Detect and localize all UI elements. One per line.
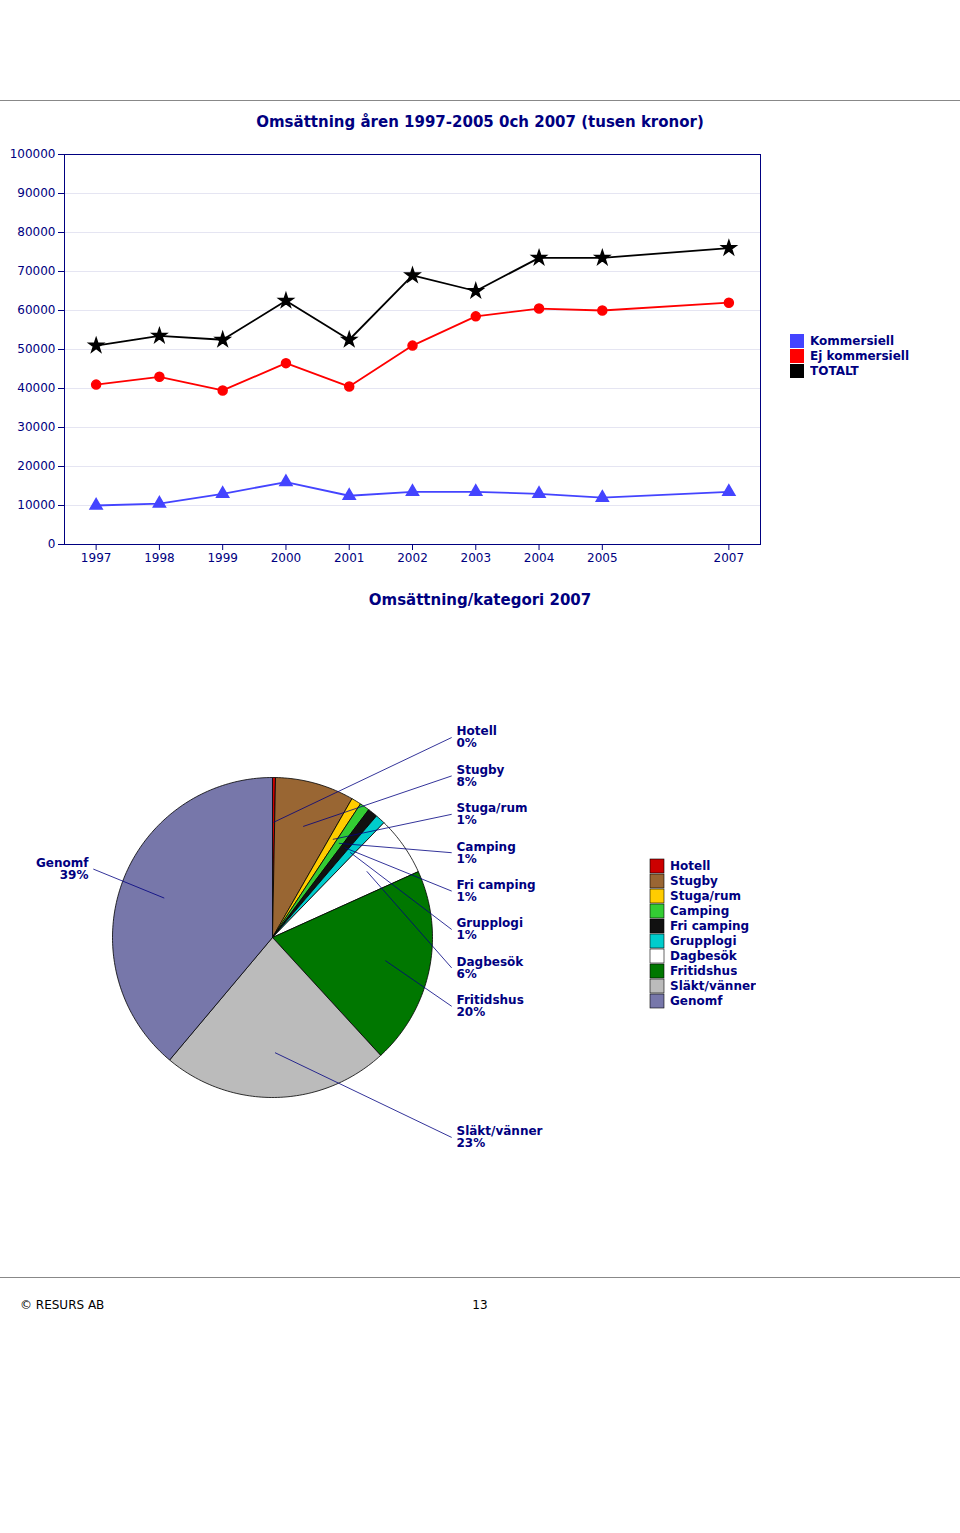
- svg-text:1999: 1999: [207, 551, 238, 565]
- svg-text:Släkt/vänner23%: Släkt/vänner23%: [457, 1124, 543, 1150]
- html-text:Dagbesök: Dagbesök: [670, 949, 737, 963]
- svg-text:80000: 80000: [17, 225, 55, 239]
- html-text:TOTALT: TOTALT: [810, 363, 859, 378]
- svg-text:Genomf39%: Genomf39%: [36, 856, 89, 882]
- svg-text:2001: 2001: [334, 551, 365, 565]
- html-text:Grupplogi: Grupplogi: [670, 934, 737, 948]
- svg-text:Camping1%: Camping1%: [457, 840, 516, 866]
- svg-text:2005: 2005: [587, 551, 618, 565]
- svg-text:50000: 50000: [17, 342, 55, 356]
- html-text:Stugby: Stugby: [670, 874, 718, 888]
- svg-text:2000: 2000: [271, 551, 302, 565]
- svg-text:70000: 70000: [17, 264, 55, 278]
- html-text:Släkt/vänner: Släkt/vänner: [670, 979, 756, 993]
- svg-text:2002: 2002: [397, 551, 428, 565]
- svg-text:0: 0: [48, 537, 56, 551]
- svg-text:30000: 30000: [17, 420, 55, 434]
- html-text:13: 13: [472, 1298, 488, 1312]
- svg-text:Dagbesök6%: Dagbesök6%: [457, 955, 525, 981]
- svg-text:Fri camping1%: Fri camping1%: [457, 878, 536, 904]
- svg-text:10000: 10000: [17, 498, 55, 512]
- svg-text:2007: 2007: [714, 551, 745, 565]
- html-text:Omsättning/kategori 2007: Omsättning/kategori 2007: [368, 591, 592, 609]
- svg-text:Stugby8%: Stugby8%: [457, 763, 505, 789]
- svg-text:2003: 2003: [460, 551, 491, 565]
- svg-text:Stuga/rum1%: Stuga/rum1%: [457, 801, 528, 827]
- html-text:Hotell: Hotell: [670, 859, 711, 873]
- html-text:Fritidshus: Fritidshus: [670, 964, 738, 978]
- html-text:© RESURS AB: © RESURS AB: [20, 1298, 105, 1312]
- svg-text:40000: 40000: [17, 381, 55, 395]
- html-text:Fri camping: Fri camping: [670, 919, 750, 933]
- html-text:Kommersiell: Kommersiell: [810, 333, 894, 348]
- html-text:Omsättning åren 1997-2005 0ch: Omsättning åren 1997-2005 0ch 2007 (tuse…: [256, 113, 704, 131]
- svg-text:Hotell0%: Hotell0%: [457, 724, 497, 750]
- svg-text:1997: 1997: [81, 551, 112, 565]
- html-text:Genomf: Genomf: [670, 994, 723, 1008]
- svg-text:2004: 2004: [524, 551, 555, 565]
- svg-text:60000: 60000: [17, 303, 55, 317]
- html-text:Stuga/rum: Stuga/rum: [670, 889, 741, 903]
- svg-text:90000: 90000: [17, 186, 55, 200]
- svg-text:Grupplogi1%: Grupplogi1%: [457, 916, 524, 942]
- svg-text:20000: 20000: [17, 459, 55, 473]
- html-text:Camping: Camping: [670, 904, 730, 918]
- svg-text:Fritidshus20%: Fritidshus20%: [457, 993, 524, 1019]
- svg-text:100000: 100000: [10, 147, 56, 161]
- html-text:Ej kommersiell: Ej kommersiell: [810, 348, 910, 363]
- svg-text:1998: 1998: [144, 551, 175, 565]
